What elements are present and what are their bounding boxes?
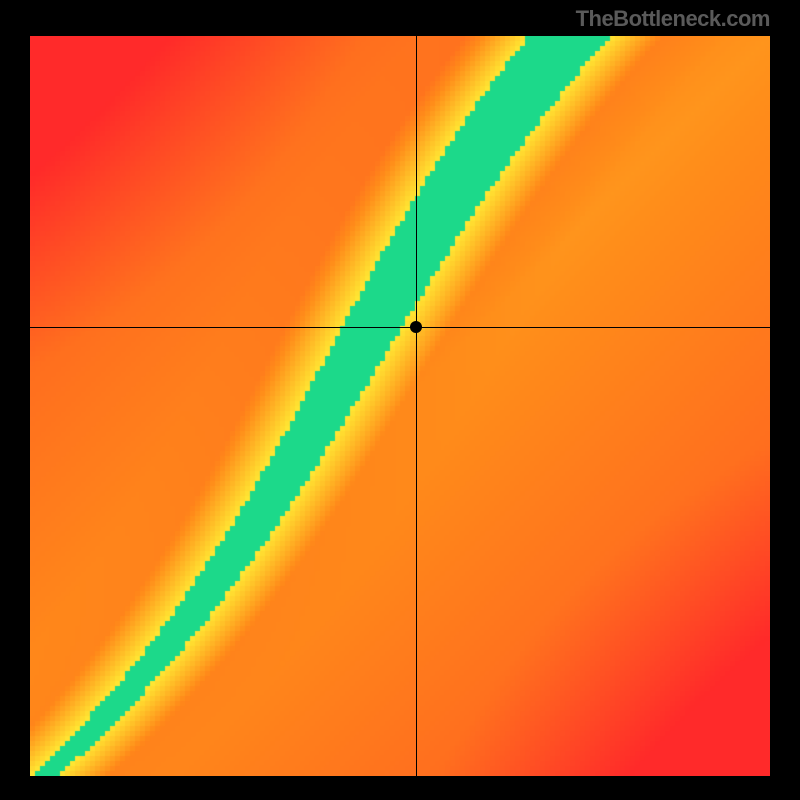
watermark-text: TheBottleneck.com: [576, 6, 770, 32]
crosshair-dot: [410, 321, 422, 333]
chart-container: TheBottleneck.com: [0, 0, 800, 800]
crosshair-vertical: [416, 36, 417, 776]
heatmap-canvas: [30, 36, 770, 776]
crosshair-horizontal: [30, 327, 770, 328]
